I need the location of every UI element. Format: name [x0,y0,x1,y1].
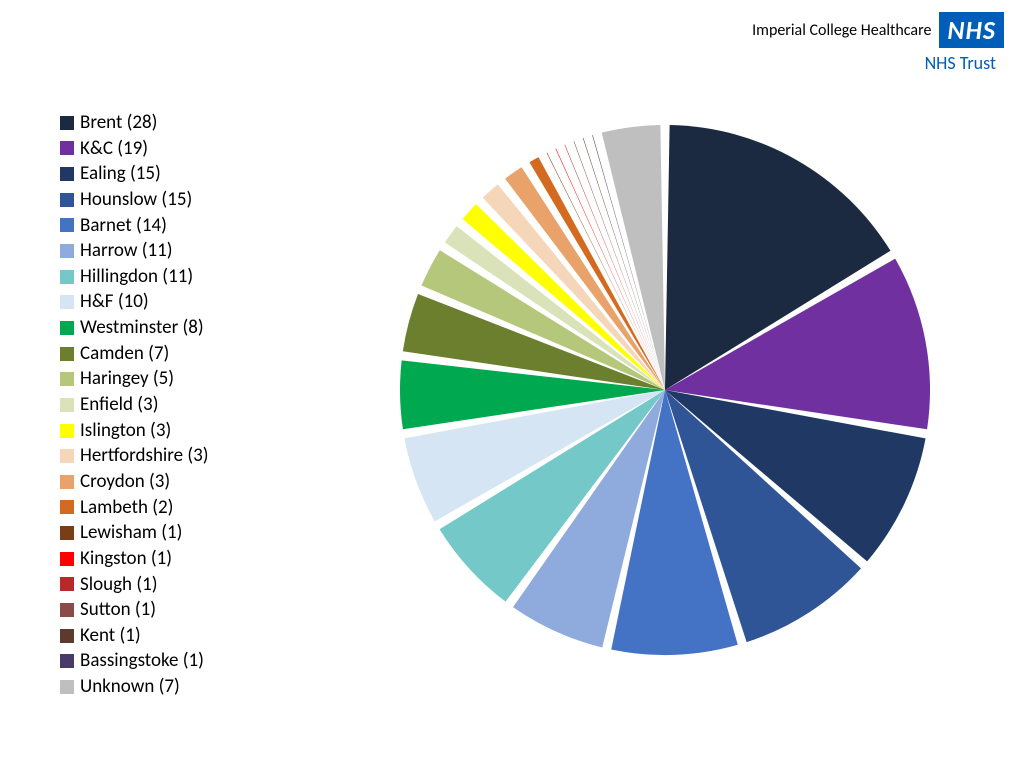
legend-label: K&C (19) [80,136,148,162]
legend-item: Hertfordshire (3) [60,443,209,469]
legend-label: Haringey (5) [80,366,174,392]
legend-label: Hounslow (15) [80,187,192,213]
legend-item: K&C (19) [60,136,209,162]
legend-label: Lewisham (1) [80,520,182,546]
legend-label: Lambeth (2) [80,495,173,521]
legend-swatch [60,629,74,643]
legend-label: Westminster (8) [80,315,204,341]
legend-swatch [60,577,74,591]
header: Imperial College Healthcare NHS [752,12,1004,48]
legend-label: Unknown (7) [80,674,180,700]
legend-label: Islington (3) [80,418,171,444]
legend-item: Kingston (1) [60,546,209,572]
legend-item: Hillingdon (11) [60,264,209,290]
legend-label: Camden (7) [80,341,169,367]
legend-item: Camden (7) [60,341,209,367]
legend-swatch [60,603,74,617]
legend-swatch [60,116,74,130]
legend-item: Lewisham (1) [60,520,209,546]
legend-label: H&F (10) [80,289,149,315]
legend-item: Westminster (8) [60,315,209,341]
legend-item: Sutton (1) [60,597,209,623]
legend-swatch [60,680,74,694]
legend-item: Harrow (11) [60,238,209,264]
legend-item: Slough (1) [60,572,209,598]
legend-swatch [60,218,74,232]
legend-item: Enfield (3) [60,392,209,418]
legend-label: Harrow (11) [80,238,173,264]
nhs-trust-label: NHS Trust [925,52,996,74]
legend-label: Kent (1) [80,623,141,649]
legend-item: Islington (3) [60,418,209,444]
legend-swatch [60,475,74,489]
legend-item: Hounslow (15) [60,187,209,213]
legend-swatch [60,552,74,566]
legend-item: Ealing (15) [60,161,209,187]
pie-chart [330,95,1010,695]
legend-label: Slough (1) [80,572,157,598]
legend-swatch [60,449,74,463]
legend-label: Kingston (1) [80,546,172,572]
legend-swatch [60,141,74,155]
legend-item: Brent (28) [60,110,209,136]
legend-swatch [60,270,74,284]
legend-swatch [60,526,74,540]
chart-legend: Brent (28)K&C (19)Ealing (15)Hounslow (1… [60,110,209,700]
legend-swatch [60,654,74,668]
org-title: Imperial College Healthcare [752,21,931,40]
legend-label: Hertfordshire (3) [80,443,209,469]
legend-label: Sutton (1) [80,597,156,623]
legend-item: H&F (10) [60,289,209,315]
legend-item: Kent (1) [60,623,209,649]
legend-label: Hillingdon (11) [80,264,193,290]
legend-item: Haringey (5) [60,366,209,392]
legend-item: Barnet (14) [60,213,209,239]
legend-swatch [60,347,74,361]
legend-swatch [60,372,74,386]
legend-label: Enfield (3) [80,392,158,418]
legend-label: Bassingstoke (1) [80,648,204,674]
legend-item: Lambeth (2) [60,495,209,521]
legend-swatch [60,167,74,181]
legend-swatch [60,398,74,412]
legend-swatch [60,244,74,258]
legend-swatch [60,193,74,207]
legend-item: Unknown (7) [60,674,209,700]
legend-item: Croydon (3) [60,469,209,495]
legend-swatch [60,424,74,438]
legend-swatch [60,295,74,309]
legend-label: Croydon (3) [80,469,170,495]
legend-item: Bassingstoke (1) [60,648,209,674]
legend-swatch [60,321,74,335]
legend-label: Barnet (14) [80,213,167,239]
nhs-logo: NHS [939,12,1004,48]
legend-label: Brent (28) [80,110,157,136]
legend-swatch [60,500,74,514]
legend-label: Ealing (15) [80,161,161,187]
